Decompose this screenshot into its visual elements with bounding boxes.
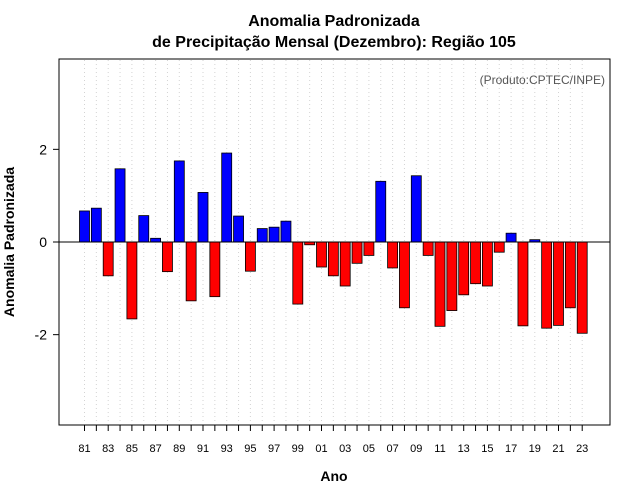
chart-title-line1: Anomalia Padronizada — [248, 13, 420, 30]
x-tick-label: 85 — [126, 443, 138, 455]
bar-2013 — [458, 241, 470, 296]
x-tick-label: 13 — [458, 443, 470, 455]
bar-2010 — [422, 241, 434, 256]
bar-1992 — [209, 241, 221, 298]
bar-1998 — [280, 220, 292, 243]
bar-1985 — [126, 241, 138, 320]
x-tick-label: 07 — [386, 443, 398, 455]
bar-2023 — [576, 241, 588, 334]
x-tick-label: 83 — [102, 443, 114, 455]
bar-1981 — [79, 210, 90, 243]
bar-2006 — [375, 180, 387, 243]
y-tick-label: -2 — [35, 327, 48, 343]
x-tick-label: 89 — [173, 443, 185, 455]
y-tick-label: 2 — [39, 141, 47, 157]
x-tick-label: 91 — [197, 443, 209, 455]
x-axis-label: Ano — [320, 468, 347, 484]
x-tick-label: 95 — [244, 443, 256, 455]
bar-2021 — [553, 241, 564, 326]
bar-1982 — [90, 207, 102, 243]
bar-2001 — [316, 241, 327, 268]
bar-1997 — [268, 226, 280, 243]
bar-1983 — [102, 241, 114, 277]
x-tick-label: 09 — [410, 443, 422, 455]
x-tick-label: 01 — [315, 443, 327, 455]
x-tick-label: 23 — [576, 443, 588, 455]
vertical-gridlines — [84, 60, 583, 424]
bar-1989 — [173, 160, 185, 243]
y-tick-label: 0 — [39, 234, 47, 250]
x-tick-label: 81 — [78, 443, 90, 455]
bar-1999 — [292, 241, 304, 305]
bar-1993 — [221, 152, 233, 243]
x-tick-label: 19 — [529, 443, 541, 455]
x-axis: 81 83 85 87 89 91 93 95 97 99 01 03 05 07 09 11 13 15 17 19… — [78, 425, 588, 455]
x-tick-label: 05 — [363, 443, 375, 455]
bar-series — [79, 152, 588, 334]
bar-1995 — [244, 241, 256, 272]
bar-2017 — [505, 232, 517, 243]
bar-2012 — [446, 241, 458, 311]
bar-2022 — [564, 241, 576, 309]
x-tick-label: 21 — [552, 443, 564, 455]
bar-2009 — [410, 175, 422, 243]
bar-2008 — [399, 241, 410, 309]
credit-text: (Produto:CPTEC/INPE) — [480, 73, 605, 87]
bar-2003 — [339, 241, 351, 287]
bar-2014 — [470, 241, 481, 285]
x-tick-label: 99 — [292, 443, 304, 455]
bar-1994 — [233, 215, 244, 243]
bar-2004 — [351, 241, 363, 264]
bar-2007 — [387, 241, 399, 269]
bar-2011 — [434, 241, 446, 327]
bar-1991 — [197, 192, 209, 243]
bar-2005 — [363, 241, 375, 256]
x-tick-label: 15 — [481, 443, 493, 455]
x-tick-label: 97 — [268, 443, 280, 455]
chart-title-line2: de Precipitação Mensal (Dezembro): Regiã… — [152, 34, 516, 51]
bar-2015 — [481, 241, 493, 287]
bar-1988 — [162, 241, 173, 273]
bar-2016 — [493, 241, 505, 253]
bar-1984 — [114, 168, 126, 243]
bar-2018 — [517, 241, 529, 327]
x-tick-label: 03 — [339, 443, 351, 455]
y-axis-label: Anomalia Padronizada — [1, 167, 17, 317]
x-tick-label: 93 — [221, 443, 233, 455]
x-tick-label: 11 — [434, 443, 445, 455]
bar-2002 — [327, 241, 339, 277]
y-axis: -2 0 2 — [35, 141, 59, 343]
bar-1990 — [185, 241, 197, 302]
x-tick-label: 17 — [505, 443, 517, 455]
bar-1987 — [150, 237, 162, 243]
bar-1996 — [256, 228, 268, 243]
bar-2020 — [541, 241, 553, 329]
x-tick-label: 87 — [149, 443, 161, 455]
bar-1986 — [138, 215, 150, 243]
